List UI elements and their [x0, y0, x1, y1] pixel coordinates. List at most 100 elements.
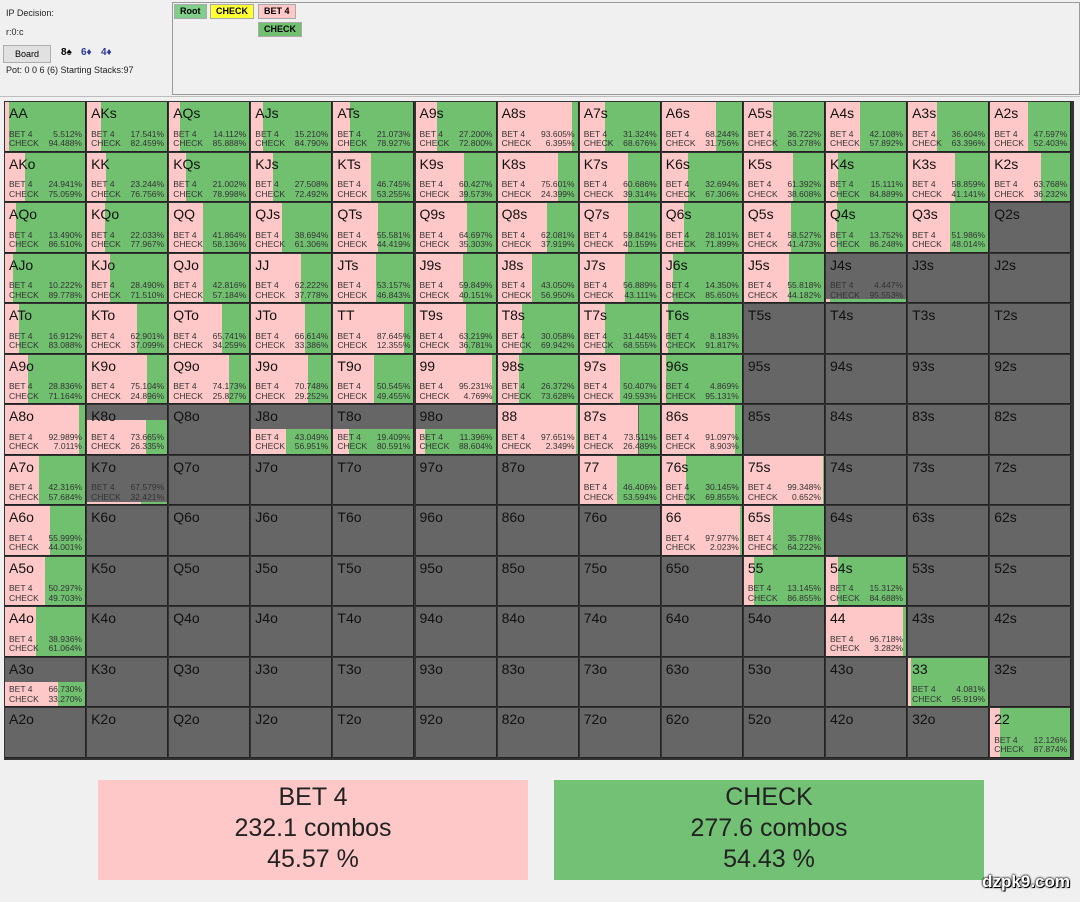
hand-cell-32o[interactable]: 32o	[908, 708, 990, 758]
hand-cell-ATs[interactable]: ATs BET 4 21.073% CHECK 78.927%	[333, 102, 415, 152]
hand-cell-33[interactable]: 33 BET 4 4.081% CHECK 95.919%	[908, 657, 990, 707]
hand-cell-72s[interactable]: 72s	[990, 455, 1072, 505]
hand-cell-53o[interactable]: 53o	[743, 657, 825, 707]
hand-cell-Q9o[interactable]: Q9o BET 4 74.173% CHECK 25.827%	[169, 354, 251, 404]
hand-cell-65s[interactable]: 65s BET 4 35.778% CHECK 64.222%	[743, 506, 825, 556]
hand-cell-Q3s[interactable]: Q3s BET 4 51.986% CHECK 48.014%	[908, 203, 990, 253]
hand-cell-75s[interactable]: 75s BET 4 99.348% CHECK 0.652%	[743, 455, 825, 505]
hand-cell-T7o[interactable]: T7o	[333, 455, 415, 505]
hand-cell-AJo[interactable]: AJo BET 4 10.222% CHECK 89.778%	[5, 253, 86, 303]
hand-cell-98o[interactable]: 98o BET 4 11.396% CHECK 88.604%	[415, 405, 497, 455]
hand-cell-83s[interactable]: 83s	[908, 405, 990, 455]
hand-cell-84s[interactable]: 84s	[826, 405, 907, 455]
hand-cell-A2s[interactable]: A2s BET 4 47.597% CHECK 52.403%	[990, 102, 1072, 152]
hand-cell-KJs[interactable]: KJs BET 4 27.508% CHECK 72.492%	[251, 152, 333, 202]
hand-cell-AJs[interactable]: AJs BET 4 15.210% CHECK 84.790%	[251, 102, 333, 152]
hand-cell-62s[interactable]: 62s	[990, 506, 1072, 556]
hand-cell-Q8s[interactable]: Q8s BET 4 62.081% CHECK 37.919%	[497, 203, 579, 253]
hand-cell-KTs[interactable]: KTs BET 4 46.745% CHECK 53.255%	[333, 152, 415, 202]
hand-cell-76s[interactable]: 76s BET 4 30.145% CHECK 69.855%	[661, 455, 743, 505]
hand-cell-T6s[interactable]: T6s BET 4 8.183% CHECK 91.817%	[661, 304, 743, 354]
hand-cell-Q2s[interactable]: Q2s	[990, 203, 1072, 253]
hand-cell-AKs[interactable]: AKs BET 4 17.541% CHECK 82.459%	[87, 102, 169, 152]
hand-cell-85o[interactable]: 85o	[497, 556, 579, 606]
hand-cell-94s[interactable]: 94s	[826, 354, 907, 404]
hand-cell-93o[interactable]: 93o	[415, 657, 497, 707]
hand-cell-K8o[interactable]: K8o BET 4 73.665% CHECK 26.335%	[87, 405, 169, 455]
hand-cell-K7o[interactable]: K7o BET 4 67.579% CHECK 32.421%	[87, 455, 169, 505]
hand-cell-K6o[interactable]: K6o	[87, 506, 169, 556]
hand-cell-K3o[interactable]: K3o	[87, 657, 169, 707]
hand-cell-52o[interactable]: 52o	[743, 708, 825, 758]
hand-cell-J8s[interactable]: J8s BET 4 43.050% CHECK 56.950%	[497, 253, 579, 303]
hand-cell-T4o[interactable]: T4o	[333, 607, 415, 657]
hand-cell-J5s[interactable]: J5s BET 4 55.818% CHECK 44.182%	[743, 253, 825, 303]
hand-cell-QTo[interactable]: QTo BET 4 65.741% CHECK 34.259%	[169, 304, 251, 354]
hand-cell-A5s[interactable]: A5s BET 4 36.722% CHECK 63.278%	[743, 102, 825, 152]
hand-cell-32s[interactable]: 32s	[990, 657, 1072, 707]
hand-cell-76o[interactable]: 76o	[579, 506, 661, 556]
hand-cell-T6o[interactable]: T6o	[333, 506, 415, 556]
hand-cell-52s[interactable]: 52s	[990, 556, 1072, 606]
hand-cell-T8o[interactable]: T8o BET 4 19.409% CHECK 80.591%	[333, 405, 415, 455]
hand-cell-A9o[interactable]: A9o BET 4 28.836% CHECK 71.164%	[5, 354, 86, 404]
hand-cell-J4s[interactable]: J4s BET 4 4.447% CHECK 95.553%	[826, 253, 907, 303]
hand-cell-42o[interactable]: 42o	[826, 708, 907, 758]
hand-cell-K9o[interactable]: K9o BET 4 75.104% CHECK 24.896%	[87, 354, 169, 404]
hand-cell-A6s[interactable]: A6s BET 4 68.244% CHECK 31.756%	[661, 102, 743, 152]
hand-cell-88[interactable]: 88 BET 4 97.651% CHECK 2.349%	[497, 405, 579, 455]
hand-cell-74s[interactable]: 74s	[826, 455, 907, 505]
hand-cell-AQo[interactable]: AQo BET 4 13.490% CHECK 86.510%	[5, 203, 86, 253]
hand-cell-65o[interactable]: 65o	[661, 556, 743, 606]
hand-cell-K5o[interactable]: K5o	[87, 556, 169, 606]
hand-cell-J2s[interactable]: J2s	[990, 253, 1072, 303]
hand-cell-ATo[interactable]: ATo BET 4 16.912% CHECK 83.088%	[5, 304, 86, 354]
hand-cell-JTs[interactable]: JTs BET 4 53.157% CHECK 46.843%	[333, 253, 415, 303]
hand-cell-99[interactable]: 99 BET 4 95.231% CHECK 4.769%	[415, 354, 497, 404]
hand-cell-A7s[interactable]: A7s BET 4 31.324% CHECK 68.676%	[579, 102, 661, 152]
hand-cell-98s[interactable]: 98s BET 4 26.372% CHECK 73.628%	[497, 354, 579, 404]
hand-cell-Q5s[interactable]: Q5s BET 4 58.527% CHECK 41.473%	[743, 203, 825, 253]
hand-cell-T5o[interactable]: T5o	[333, 556, 415, 606]
hand-cell-K2s[interactable]: K2s BET 4 63.768% CHECK 36.232%	[990, 152, 1072, 202]
hand-cell-J8o[interactable]: J8o BET 4 43.049% CHECK 56.951%	[251, 405, 333, 455]
hand-cell-92s[interactable]: 92s	[990, 354, 1072, 404]
hand-cell-TT[interactable]: TT BET 4 87.645% CHECK 12.355%	[333, 304, 415, 354]
hand-cell-A7o[interactable]: A7o BET 4 42.316% CHECK 57.684%	[5, 455, 86, 505]
hand-cell-63s[interactable]: 63s	[908, 506, 990, 556]
hand-cell-Q7o[interactable]: Q7o	[169, 455, 251, 505]
hand-cell-J3o[interactable]: J3o	[251, 657, 333, 707]
hand-cell-A3o[interactable]: A3o BET 4 66.730% CHECK 33.270%	[5, 657, 86, 707]
hand-cell-Q7s[interactable]: Q7s BET 4 59.841% CHECK 40.159%	[579, 203, 661, 253]
hand-cell-T8s[interactable]: T8s BET 4 30.058% CHECK 69.942%	[497, 304, 579, 354]
hand-cell-82o[interactable]: 82o	[497, 708, 579, 758]
hand-cell-AQs[interactable]: AQs BET 4 14.112% CHECK 85.888%	[169, 102, 251, 152]
hand-cell-82s[interactable]: 82s	[990, 405, 1072, 455]
hand-cell-A5o[interactable]: A5o BET 4 50.297% CHECK 49.703%	[5, 556, 86, 606]
hand-cell-T3o[interactable]: T3o	[333, 657, 415, 707]
tree-node-check[interactable]: CHECK	[210, 4, 255, 19]
hand-cell-T3s[interactable]: T3s	[908, 304, 990, 354]
hand-cell-KTo[interactable]: KTo BET 4 62.901% CHECK 37.099%	[87, 304, 169, 354]
hand-cell-T5s[interactable]: T5s	[743, 304, 825, 354]
hand-cell-T9s[interactable]: T9s BET 4 63.219% CHECK 36.781%	[415, 304, 497, 354]
tree-node-bet[interactable]: BET 4	[258, 4, 296, 19]
hand-cell-JJ[interactable]: JJ BET 4 62.222% CHECK 37.778%	[251, 253, 333, 303]
hand-cell-K3s[interactable]: K3s BET 4 58.859% CHECK 41.141%	[908, 152, 990, 202]
hand-cell-J6o[interactable]: J6o	[251, 506, 333, 556]
hand-cell-J4o[interactable]: J4o	[251, 607, 333, 657]
hand-cell-64s[interactable]: 64s	[826, 506, 907, 556]
hand-cell-Q2o[interactable]: Q2o	[169, 708, 251, 758]
hand-cell-53s[interactable]: 53s	[908, 556, 990, 606]
hand-cell-J2o[interactable]: J2o	[251, 708, 333, 758]
hand-cell-J9s[interactable]: J9s BET 4 59.849% CHECK 40.151%	[415, 253, 497, 303]
hand-cell-J7o[interactable]: J7o	[251, 455, 333, 505]
hand-cell-AA[interactable]: AA BET 4 5.512% CHECK 94.488%	[5, 102, 86, 152]
hand-cell-55[interactable]: 55 BET 4 13.145% CHECK 86.855%	[743, 556, 825, 606]
hand-cell-Q4s[interactable]: Q4s BET 4 13.752% CHECK 86.248%	[826, 203, 907, 253]
hand-cell-K4s[interactable]: K4s BET 4 15.111% CHECK 84.889%	[826, 152, 907, 202]
hand-cell-K4o[interactable]: K4o	[87, 607, 169, 657]
hand-cell-K8s[interactable]: K8s BET 4 75.601% CHECK 24.399%	[497, 152, 579, 202]
hand-cell-J3s[interactable]: J3s	[908, 253, 990, 303]
hand-cell-84o[interactable]: 84o	[497, 607, 579, 657]
